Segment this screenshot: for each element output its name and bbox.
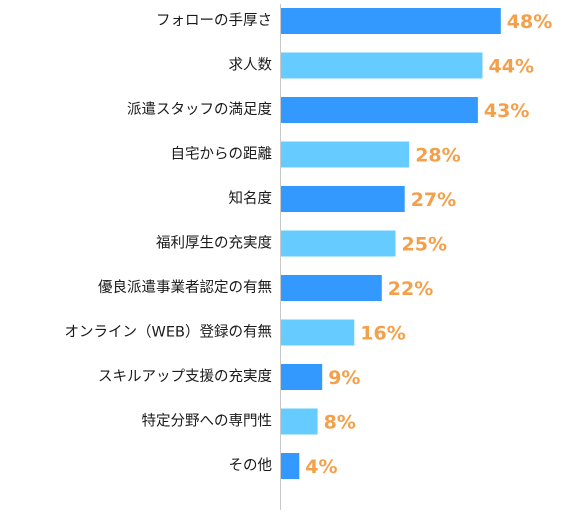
value-label-9: 9%	[328, 367, 360, 389]
category-label-1: フォローの手厚さ	[156, 12, 272, 29]
bar-8	[281, 319, 355, 346]
category-label-5: 知名度	[229, 190, 273, 207]
bar-7	[281, 275, 382, 301]
bar-1	[281, 8, 501, 34]
value-labels: 48% 44% 43% 28% 27% 25% 22% 16%9% 8% 4%	[305, 11, 552, 478]
category-label-7: 優良派遣事業者認定の有無	[98, 279, 272, 296]
category-label-6: 福利厚生の充実度	[156, 235, 272, 252]
value-label-5: 27%	[411, 189, 456, 211]
bars	[281, 8, 501, 479]
value-label-10: 8%	[324, 412, 356, 434]
bar-9	[281, 364, 323, 390]
category-label-8: オンライン（WEB）登録の有無	[65, 324, 272, 341]
category-label-2: 求人数	[229, 57, 273, 74]
bar-2	[281, 52, 483, 79]
value-label-3: 43%	[484, 100, 529, 122]
category-label-4: 自宅からの距離	[171, 145, 273, 163]
category-label-3: 派遣スタッフの満足度	[127, 101, 272, 118]
category-label-10: 特定分野への専門性	[142, 413, 273, 430]
bar-6	[281, 230, 396, 257]
bar-3	[281, 97, 478, 123]
bar-5	[281, 186, 405, 212]
bar-11	[281, 453, 300, 479]
value-label-1: 48%	[507, 11, 552, 33]
value-label-8: 16%	[360, 323, 405, 345]
category-label-11: その他	[229, 457, 273, 474]
bar-4	[281, 141, 410, 168]
category-label-9: スキルアップ支援の充実度	[98, 368, 272, 385]
bar-10	[281, 408, 318, 435]
value-label-11: 4%	[305, 456, 337, 478]
value-label-2: 44%	[489, 56, 534, 78]
value-label-4: 28%	[415, 145, 460, 167]
category-labels: フォローの手厚さ求人数派遣スタッフの満足度自宅からの距離知名度福利厚生の充実度優…	[65, 12, 273, 474]
value-label-7: 22%	[388, 278, 433, 300]
value-label-6: 25%	[402, 234, 447, 256]
